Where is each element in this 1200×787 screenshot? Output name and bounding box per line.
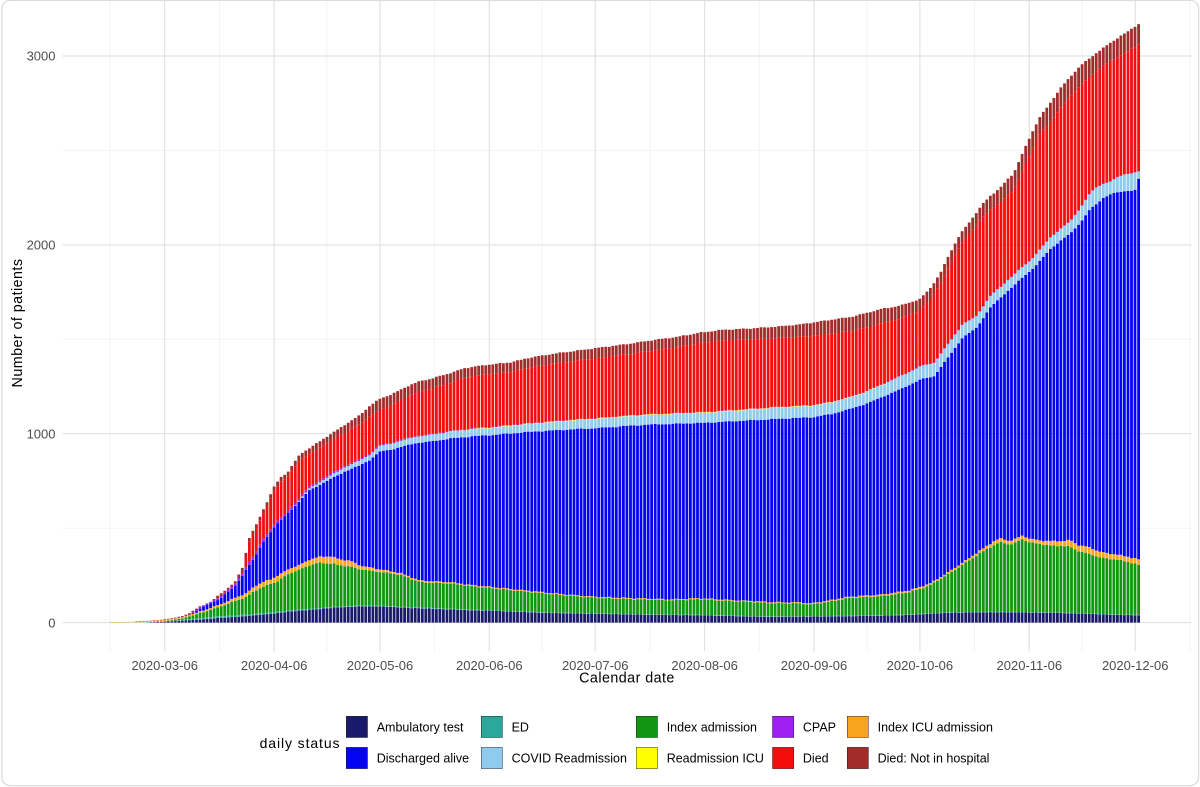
svg-text:1000: 1000 (27, 426, 56, 441)
svg-text:2000: 2000 (27, 238, 56, 253)
svg-text:2020-03-06: 2020-03-06 (131, 658, 198, 673)
svg-text:Died: Not in hospital: Died: Not in hospital (878, 752, 990, 766)
svg-text:2020-09-06: 2020-09-06 (781, 658, 848, 673)
svg-text:2020-12-06: 2020-12-06 (1102, 658, 1169, 673)
svg-text:CPAP: CPAP (803, 721, 836, 735)
svg-text:Index ICU admission: Index ICU admission (878, 721, 993, 735)
svg-text:2020-05-06: 2020-05-06 (347, 658, 414, 673)
svg-text:2020-11-06: 2020-11-06 (997, 658, 1063, 673)
svg-text:Readmission ICU: Readmission ICU (667, 752, 764, 766)
svg-text:2020-06-06: 2020-06-06 (456, 658, 523, 673)
svg-text:daily status: daily status (260, 735, 341, 751)
svg-text:2020-10-06: 2020-10-06 (887, 658, 954, 673)
svg-text:Calendar date: Calendar date (579, 671, 675, 687)
svg-text:COVID Readmission: COVID Readmission (512, 752, 627, 766)
svg-text:Discharged alive: Discharged alive (377, 752, 469, 766)
svg-text:ED: ED (512, 721, 529, 735)
svg-text:Ambulatory test: Ambulatory test (377, 721, 464, 735)
svg-text:Index admission: Index admission (667, 721, 757, 735)
svg-text:0: 0 (48, 615, 55, 630)
svg-text:2020-08-06: 2020-08-06 (671, 658, 738, 673)
svg-text:3000: 3000 (27, 49, 56, 64)
svg-text:Number of patients: Number of patients (10, 259, 26, 388)
svg-text:2020-07-06: 2020-07-06 (562, 658, 629, 673)
svg-text:Died: Died (803, 752, 829, 766)
svg-text:2020-04-06: 2020-04-06 (241, 658, 308, 673)
